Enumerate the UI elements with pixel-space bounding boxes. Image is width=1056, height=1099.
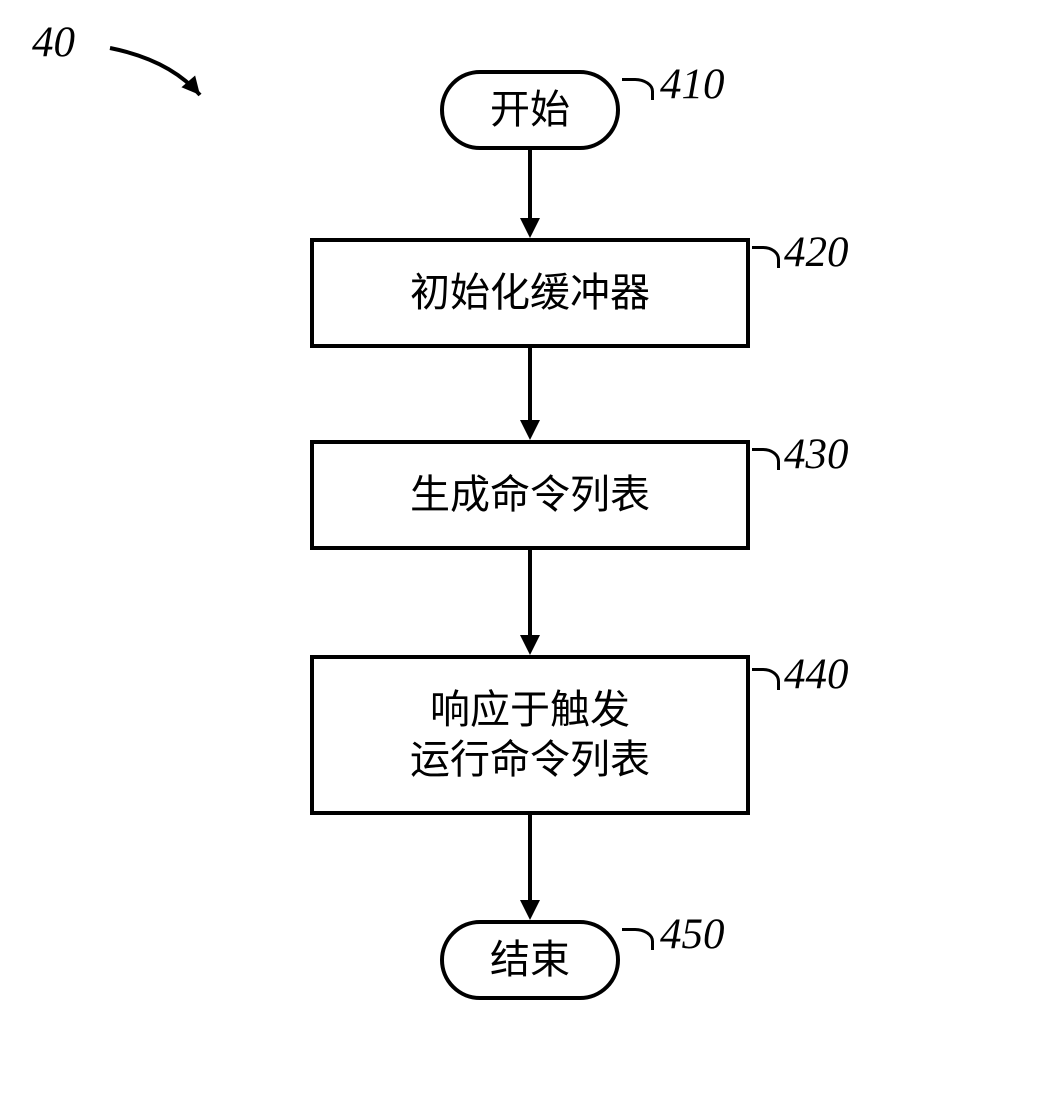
flowchart-arrowhead-icon: [520, 900, 540, 920]
flowchart-node-text: 初始化缓冲器: [410, 268, 650, 318]
flowchart-node-n410: 开始: [440, 70, 620, 150]
flowchart-edge: [528, 150, 532, 218]
flowchart-ref-leader: [752, 246, 780, 268]
flowchart-ref-leader: [752, 448, 780, 470]
flowchart-edge: [528, 348, 532, 420]
flowchart-node-ref: 440: [784, 650, 849, 699]
flowchart-ref-leader: [622, 78, 654, 100]
flowchart-node-n430: 生成命令列表: [310, 440, 750, 550]
flowchart-canvas: 40 开始 410 初始化缓冲器 420 生成命令列表 430 响应于触发 运行命令列表 440…: [0, 0, 1056, 1099]
flowchart-node-n440: 响应于触发 运行命令列表: [310, 655, 750, 815]
flowchart-node-text: 结束: [490, 935, 570, 985]
flowchart-edge: [528, 550, 532, 635]
flowchart-arrowhead-icon: [520, 218, 540, 238]
flowchart-node-text: 响应于触发 运行命令列表: [410, 685, 650, 785]
flowchart-ref-leader: [752, 668, 780, 690]
flowchart-arrowhead-icon: [520, 420, 540, 440]
flowchart-ref-leader: [622, 928, 654, 950]
flowchart-arrowhead-icon: [520, 635, 540, 655]
figure-ref-label: 40: [32, 18, 75, 67]
flowchart-node-ref: 430: [784, 430, 849, 479]
flowchart-node-text: 生成命令列表: [410, 470, 650, 520]
flowchart-node-ref: 420: [784, 228, 849, 277]
flowchart-node-ref: 410: [660, 60, 725, 109]
figure-ref-arrow: [80, 18, 230, 125]
flowchart-node-text: 开始: [490, 85, 570, 135]
flowchart-node-ref: 450: [660, 910, 725, 959]
flowchart-node-n420: 初始化缓冲器: [310, 238, 750, 348]
flowchart-node-n450: 结束: [440, 920, 620, 1000]
flowchart-edge: [528, 815, 532, 900]
